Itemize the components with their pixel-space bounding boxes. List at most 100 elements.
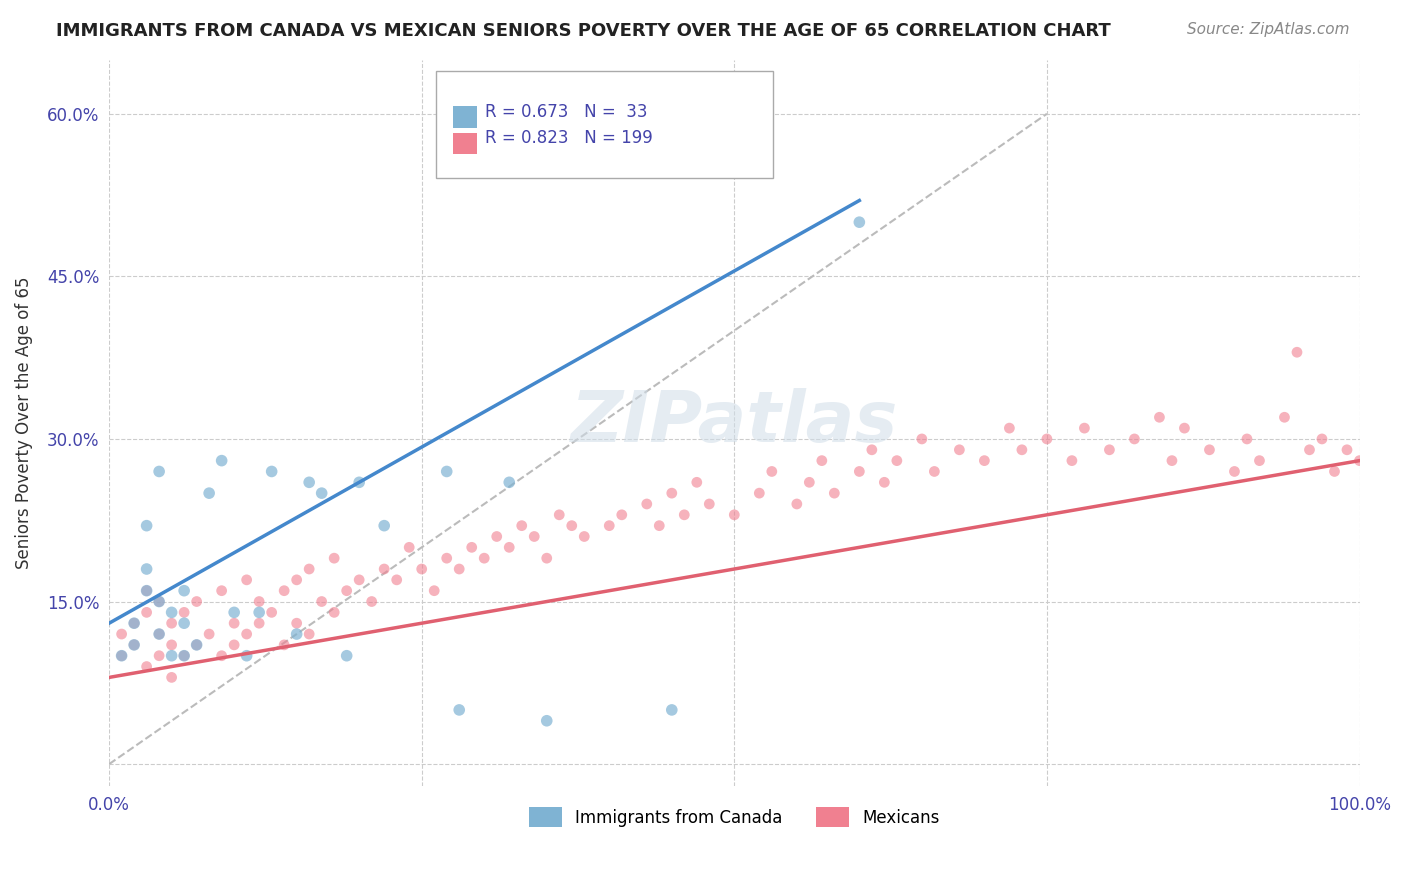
Point xyxy=(1123,432,1146,446)
Point xyxy=(247,606,270,620)
Point xyxy=(160,606,183,620)
Point xyxy=(135,562,157,576)
Point xyxy=(336,583,359,598)
Point xyxy=(211,648,233,663)
Point xyxy=(536,551,558,566)
Point xyxy=(224,606,246,620)
Point xyxy=(247,594,270,608)
Point xyxy=(285,573,308,587)
Point xyxy=(510,518,533,533)
Point xyxy=(135,606,157,620)
Point xyxy=(186,638,208,652)
Point xyxy=(1249,453,1271,467)
Point xyxy=(311,486,333,500)
Point xyxy=(536,714,558,728)
Point xyxy=(135,583,157,598)
Point xyxy=(323,606,346,620)
Point xyxy=(1348,453,1371,467)
Point xyxy=(886,453,908,467)
Point xyxy=(211,453,233,467)
Point xyxy=(148,594,170,608)
Point xyxy=(173,648,195,663)
Point xyxy=(661,703,683,717)
Point xyxy=(411,562,433,576)
Point xyxy=(761,465,783,479)
Point xyxy=(636,497,658,511)
Point xyxy=(648,518,671,533)
Point xyxy=(673,508,696,522)
Point xyxy=(1285,345,1308,359)
Point xyxy=(385,573,408,587)
Point xyxy=(449,703,471,717)
Point xyxy=(311,594,333,608)
Point xyxy=(135,659,157,673)
Point xyxy=(235,573,257,587)
Point xyxy=(1073,421,1095,435)
Point xyxy=(247,616,270,631)
Point xyxy=(485,529,508,543)
Point xyxy=(748,486,770,500)
Point xyxy=(211,583,233,598)
Point xyxy=(260,606,283,620)
Point xyxy=(449,562,471,576)
Point xyxy=(135,518,157,533)
Text: R = 0.673   N =  33: R = 0.673 N = 33 xyxy=(485,103,648,120)
Point xyxy=(173,648,195,663)
Point xyxy=(1336,442,1358,457)
Point xyxy=(347,475,370,490)
Point xyxy=(110,627,132,641)
Point xyxy=(122,616,145,631)
Point xyxy=(1173,421,1195,435)
Point xyxy=(373,562,395,576)
Point xyxy=(360,594,382,608)
Point xyxy=(548,508,571,522)
Point xyxy=(911,432,934,446)
Point xyxy=(285,616,308,631)
Point xyxy=(110,648,132,663)
Point xyxy=(1274,410,1296,425)
Point xyxy=(472,551,495,566)
Point xyxy=(160,670,183,684)
Point xyxy=(198,486,221,500)
Point xyxy=(436,465,458,479)
Point xyxy=(498,475,520,490)
Text: Source: ZipAtlas.com: Source: ZipAtlas.com xyxy=(1187,22,1350,37)
Point xyxy=(823,486,845,500)
Point xyxy=(561,518,583,533)
Point xyxy=(1310,432,1333,446)
Point xyxy=(273,583,295,598)
Point xyxy=(122,638,145,652)
Point xyxy=(1036,432,1059,446)
Text: IMMIGRANTS FROM CANADA VS MEXICAN SENIORS POVERTY OVER THE AGE OF 65 CORRELATION: IMMIGRANTS FROM CANADA VS MEXICAN SENIOR… xyxy=(56,22,1111,40)
Point xyxy=(160,616,183,631)
Point xyxy=(574,529,596,543)
Point xyxy=(298,475,321,490)
Point xyxy=(799,475,821,490)
Point xyxy=(686,475,709,490)
Point xyxy=(224,616,246,631)
Point xyxy=(186,638,208,652)
Point xyxy=(610,508,633,522)
Point xyxy=(998,421,1021,435)
Point xyxy=(173,583,195,598)
Point xyxy=(1098,442,1121,457)
Point xyxy=(523,529,546,543)
Point xyxy=(160,648,183,663)
Point xyxy=(347,573,370,587)
Point xyxy=(298,627,321,641)
Point xyxy=(398,541,420,555)
Text: R = 0.823   N = 199: R = 0.823 N = 199 xyxy=(485,129,652,147)
Point xyxy=(135,583,157,598)
Point xyxy=(1149,410,1171,425)
Point xyxy=(273,638,295,652)
Point xyxy=(148,627,170,641)
Point xyxy=(336,648,359,663)
Point xyxy=(122,616,145,631)
Point xyxy=(148,648,170,663)
Point xyxy=(723,508,745,522)
Point xyxy=(373,518,395,533)
Point xyxy=(235,648,257,663)
Point xyxy=(160,638,183,652)
Point xyxy=(198,627,221,641)
Point xyxy=(285,627,308,641)
